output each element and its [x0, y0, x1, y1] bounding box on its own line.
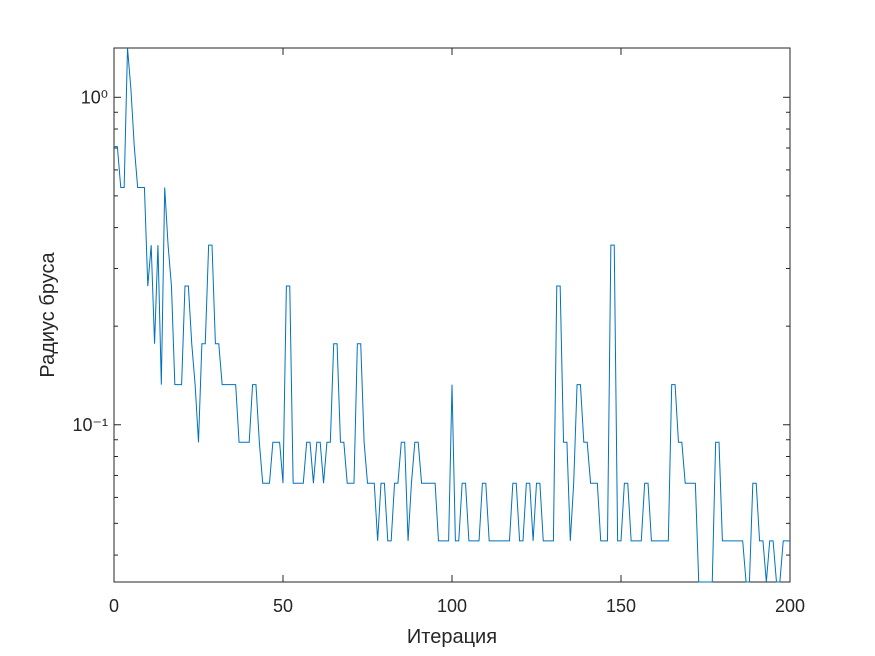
y-tick-label: 10⁻¹	[72, 415, 108, 435]
data-line	[114, 47, 790, 583]
x-tick-label: 100	[437, 596, 467, 616]
x-tick-label: 0	[109, 596, 119, 616]
y-axis-label: Радиус бруса	[37, 252, 59, 378]
x-tick-label: 50	[273, 596, 293, 616]
x-axis-label: Итерация	[407, 626, 497, 648]
axes-box	[113, 47, 791, 583]
y-tick-label: 10⁰	[81, 87, 108, 107]
x-tick-label: 150	[606, 596, 636, 616]
x-tick-label: 200	[775, 596, 805, 616]
